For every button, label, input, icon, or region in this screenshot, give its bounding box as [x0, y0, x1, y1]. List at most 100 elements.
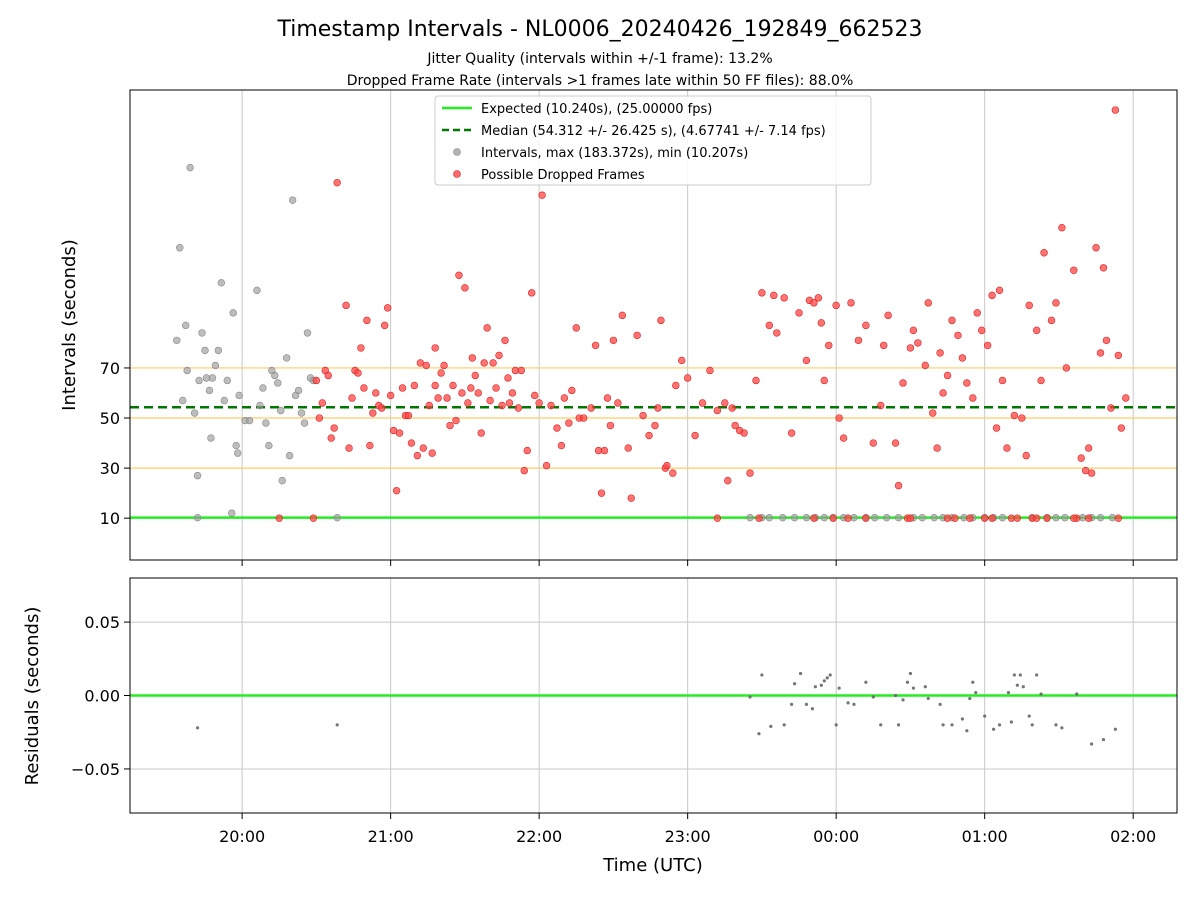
dropped-frame-point-51 [467, 384, 475, 392]
dropped-frame-point-87 [591, 341, 600, 350]
interval-point-23 [233, 449, 242, 457]
dropped-frame-point-155 [914, 339, 922, 347]
residual-point-18 [837, 686, 841, 690]
interval-point-54 [802, 513, 811, 522]
interval-point-0 [173, 336, 181, 345]
dropped-frame-point-36 [425, 401, 433, 410]
dropped-frame-point-21 [380, 321, 389, 330]
dropped-frame-point-143 [854, 336, 863, 345]
interval-point-33 [271, 371, 279, 380]
dropped-frame-point-190 [1052, 299, 1060, 307]
dropped-frame-point-49 [461, 284, 469, 292]
interval-point-8 [195, 376, 203, 385]
dropped-frame-point-209 [309, 514, 318, 522]
interval-point-63 [894, 513, 903, 522]
interval-point-2 [179, 396, 187, 405]
dropped-frame-point-50 [464, 399, 472, 407]
dropped-frame-point-210 [713, 514, 722, 522]
dropped-frame-point-208 [275, 514, 283, 522]
residual-point-23 [879, 723, 883, 727]
top-points [173, 106, 1130, 522]
residual-point-56 [1090, 742, 1094, 746]
dropped-frame-point-46 [452, 416, 460, 425]
residual-point-1 [335, 723, 339, 727]
interval-point-3 [181, 321, 190, 330]
dropped-frame-point-116 [728, 404, 736, 412]
chart-subtitle-dropped: Dropped Frame Rate (intervals >1 frames … [347, 73, 854, 89]
interval-point-13 [207, 434, 215, 442]
dropped-frame-point-52 [468, 354, 477, 362]
interval-point-10 [201, 346, 209, 355]
dropped-frame-point-211 [810, 514, 818, 522]
bottom-points [195, 671, 1117, 746]
bottom-y-axis-title: Residuals (seconds) [22, 607, 43, 786]
dropped-frame-point-136 [825, 341, 833, 350]
chart-title: Timestamp Intervals - NL0006_20240426_19… [276, 17, 922, 42]
residual-point-36 [965, 729, 969, 733]
dropped-frame-point-110 [691, 431, 699, 440]
x-tick-label-3: 23:00 [665, 827, 711, 846]
interval-point-35 [277, 406, 285, 415]
residual-point-21 [864, 680, 868, 684]
residual-point-24 [893, 693, 898, 698]
dropped-frame-point-105 [663, 461, 671, 470]
interval-point-41 [294, 386, 303, 395]
residual-point-4 [760, 673, 764, 677]
dropped-frame-point-81 [565, 419, 573, 427]
dropped-frame-point-53 [471, 371, 479, 380]
legend-box [434, 95, 872, 186]
dropped-frame-point-13 [357, 344, 365, 352]
dropped-frame-point-55 [477, 429, 485, 437]
dropped-frame-point-57 [483, 324, 491, 332]
interval-point-77 [1061, 513, 1069, 522]
dropped-frame-point-40 [434, 394, 442, 402]
interval-point-12 [205, 386, 214, 395]
residual-point-12 [813, 685, 817, 689]
dropped-frame-point-113 [713, 406, 722, 415]
interval-point-29 [259, 384, 267, 392]
dropped-frame-point-201 [1099, 264, 1108, 272]
dropped-frame-point-63 [501, 336, 509, 345]
dropped-frame-point-59 [489, 359, 497, 367]
dropped-frame-point-79 [557, 441, 566, 450]
dropped-frame-point-78 [553, 424, 561, 432]
dropped-frame-point-163 [948, 316, 956, 325]
residual-point-28 [905, 680, 910, 684]
dropped-frame-point-186 [1037, 376, 1045, 385]
interval-point-49 [746, 513, 754, 522]
dropped-frame-point-139 [835, 414, 843, 422]
residual-point-13 [819, 683, 823, 687]
residual-point-33 [941, 723, 945, 727]
dropped-frame-point-177 [1003, 444, 1011, 452]
interval-point-4 [183, 366, 191, 375]
residual-point-34 [950, 723, 954, 727]
dropped-frame-point-96 [624, 444, 632, 452]
residual-point-35 [960, 717, 965, 721]
residual-point-57 [1101, 737, 1106, 742]
residual-point-55 [1075, 692, 1079, 696]
interval-point-30 [262, 419, 270, 427]
dropped-frame-point-123 [758, 289, 766, 297]
interval-point-44 [303, 329, 312, 337]
dropped-frame-point-101 [651, 421, 659, 430]
dropped-frame-point-22 [383, 304, 392, 312]
residual-point-52 [1039, 692, 1043, 696]
top-y-tick-label-2: 50 [100, 409, 120, 428]
dropped-frame-point-121 [752, 376, 760, 385]
interval-point-73 [998, 513, 1007, 522]
dropped-frame-point-191 [1058, 224, 1066, 232]
residual-point-58 [1113, 727, 1117, 731]
residual-point-7 [790, 702, 794, 706]
interval-point-53 [790, 513, 799, 522]
dropped-frame-point-71 [523, 446, 531, 455]
interval-point-65 [918, 513, 927, 522]
residual-point-10 [804, 702, 809, 706]
dropped-frame-point-207 [1122, 394, 1130, 402]
dropped-frame-point-146 [877, 401, 885, 410]
interval-point-66 [930, 513, 938, 522]
x-axis-title: Time (UTC) [602, 855, 703, 876]
dropped-frame-point-214 [943, 514, 952, 522]
top-x-tick-marks [241, 560, 1134, 566]
residual-point-30 [923, 685, 927, 689]
